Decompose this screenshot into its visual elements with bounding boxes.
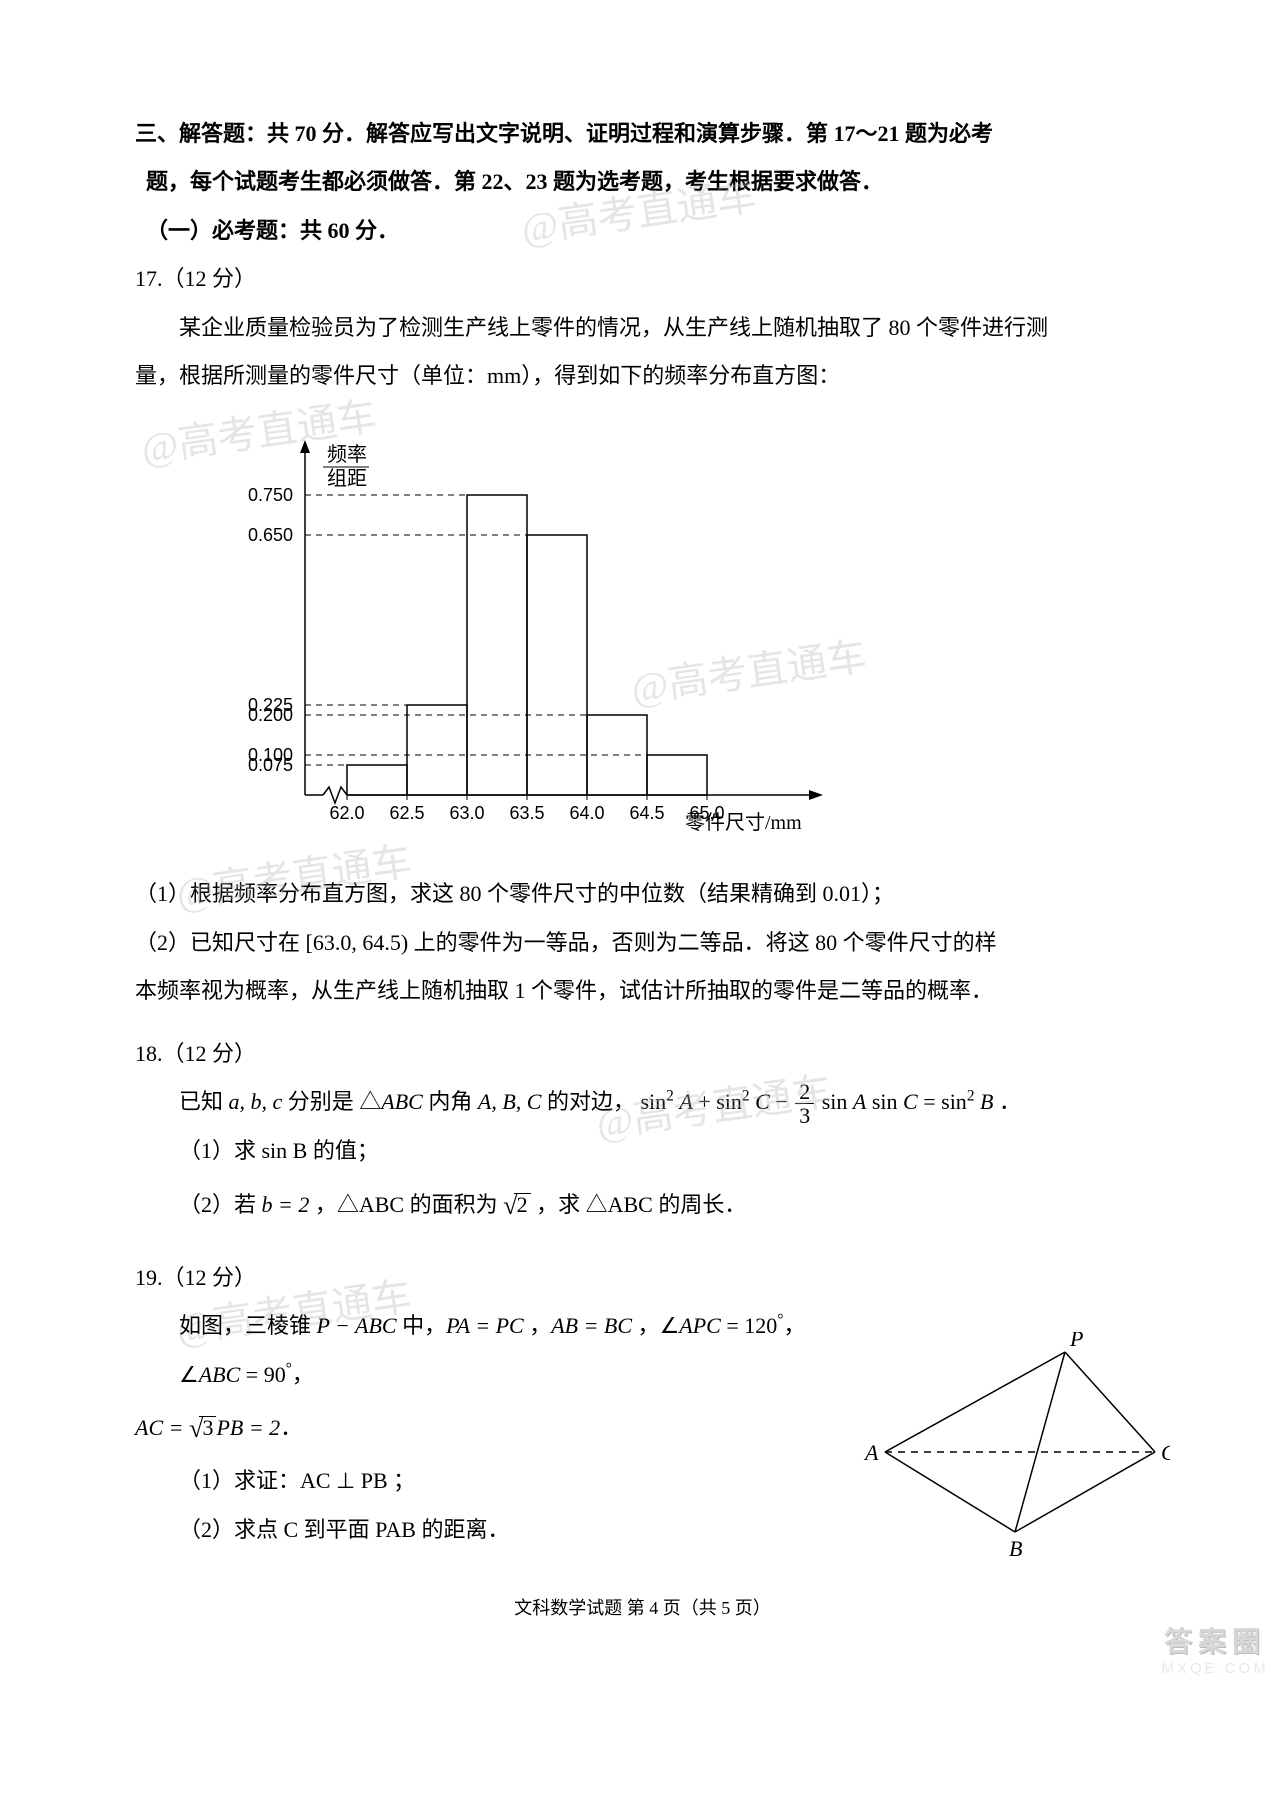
- exam-page: @高考直通车 @高考直通车 @高考直通车 @高考直通车 @高考直通车 @高考直通…: [0, 0, 1280, 1700]
- svg-text:62.0: 62.0: [329, 803, 364, 823]
- svg-text:0.650: 0.650: [248, 525, 293, 545]
- q19-ang2: ∠ABC = 90°: [179, 1362, 292, 1387]
- q19-eq1: PA = PC: [446, 1313, 524, 1338]
- q19-eq3-tail: PB = 2: [216, 1415, 280, 1440]
- q18-sub2: （2）若 b = 2 ，△ABC 的面积为 √2 ，求 △ABC 的周长．: [135, 1176, 1150, 1234]
- q18-sqrt2: √2: [503, 1192, 530, 1217]
- svg-text:P: P: [1069, 1332, 1083, 1351]
- q18-number: 18.（12 分）: [135, 1030, 1150, 1078]
- q18-abc: a, b, c: [229, 1089, 283, 1114]
- svg-text:C: C: [1161, 1440, 1170, 1465]
- svg-text:A: A: [863, 1440, 879, 1465]
- svg-text:0.100: 0.100: [248, 745, 293, 765]
- q18-b2: b = 2: [262, 1192, 310, 1217]
- svg-text:0.750: 0.750: [248, 485, 293, 505]
- q18-intro-mid2: 内角: [423, 1089, 478, 1114]
- q19-c4: ，: [292, 1362, 314, 1387]
- q19-mid1: 中，: [397, 1313, 447, 1338]
- q18-sub2-mid: ，△ABC 的面积为: [309, 1192, 503, 1217]
- q19-sqrt3: √3: [189, 1415, 216, 1440]
- q19-intro-pre: 如图，三棱锥: [179, 1313, 317, 1338]
- svg-text:62.5: 62.5: [389, 803, 424, 823]
- svg-text:64.0: 64.0: [569, 803, 604, 823]
- q19-c1: ，: [524, 1313, 552, 1338]
- svg-text:频率: 频率: [327, 443, 367, 466]
- q17-number: 17.（12 分）: [135, 255, 1150, 303]
- section-header-line1: 三、解答题：共 70 分．解答应写出文字说明、证明过程和演算步骤．第 17～21…: [135, 110, 1150, 158]
- page-footer: 文科数学试题 第 4 页（共 5 页）: [135, 1594, 1150, 1620]
- q18-sub1: （1）求 sin B 的值；: [135, 1127, 1150, 1175]
- svg-text:63.0: 63.0: [449, 803, 484, 823]
- corner-badge: 答案圈 MXQE.COM: [1150, 1620, 1280, 1700]
- svg-text:B: B: [1009, 1536, 1022, 1561]
- histogram-svg: 频率组距零件尺寸/mm0.0750.1000.2000.2250.6500.75…: [195, 425, 835, 845]
- q19-PABC: P − ABC: [317, 1313, 397, 1338]
- q19-number: 19.（12 分）: [135, 1254, 1150, 1302]
- histogram: 频率组距零件尺寸/mm0.0750.1000.2000.2250.6500.75…: [195, 425, 835, 850]
- q18-intro: 已知 a, b, c 分别是 △ABC 内角 A, B, C 的对边， sin2…: [135, 1078, 1150, 1128]
- q19-c2: ，: [632, 1313, 660, 1338]
- q17-text-2: 量，根据所测量的零件尺寸（单位：mm），得到如下的频率分布直方图：: [135, 352, 1150, 400]
- q17-text-1: 某企业质量检验员为了检测生产线上零件的情况，从生产线上随机抽取了 80 个零件进…: [135, 304, 1150, 352]
- q18-sub2-tail: ，求 △ABC 的周长．: [531, 1192, 747, 1217]
- q17-sub2b: 本频率视为概率，从生产线上随机抽取 1 个零件，试估计所抽取的零件是二等品的概率…: [135, 967, 1150, 1015]
- tetrahedron-figure: P A C B: [860, 1332, 1170, 1562]
- svg-text:0.225: 0.225: [248, 695, 293, 715]
- q18-sub2-pre: （2）若: [179, 1192, 262, 1217]
- q19-eq3-pre: AC =: [135, 1415, 189, 1440]
- q17-sub1: （1）根据频率分布直方图，求这 80 个零件尺寸的中位数（结果精确到 0.01）…: [135, 870, 1150, 918]
- q18-ABC: ABC: [381, 1089, 423, 1114]
- svg-text:63.5: 63.5: [509, 803, 544, 823]
- section-header-line2: 题，每个试题考生都必须做答．第 22、23 题为选考题，考生根据要求做答．: [135, 158, 1150, 206]
- svg-text:65.0: 65.0: [689, 803, 724, 823]
- q18-intro-pre: 已知: [179, 1089, 229, 1114]
- q19-ang1: ∠APC = 120°: [660, 1313, 784, 1338]
- badge-top: 答案圈: [1150, 1620, 1280, 1660]
- q19-period: ．: [280, 1415, 302, 1440]
- q18-eq: sin2 A + sin2 C − 23 sin A sin C = sin2 …: [640, 1089, 999, 1114]
- q18-intro-tail: 的对边，: [541, 1089, 635, 1114]
- q18-intro-mid: 分别是 △: [282, 1089, 381, 1114]
- q19-c3: ，: [783, 1313, 805, 1338]
- svg-text:组距: 组距: [327, 467, 367, 490]
- badge-bot: MXQE.COM: [1150, 1660, 1280, 1677]
- q17-sub2a: （2）已知尺寸在 [63.0, 64.5) 上的零件为一等品，否则为二等品．将这…: [135, 919, 1150, 967]
- q18-ABCc: A, B, C: [478, 1089, 542, 1114]
- section-header-line3: （一）必考题：共 60 分．: [135, 207, 1150, 255]
- svg-text:64.5: 64.5: [629, 803, 664, 823]
- q19-eq2: AB = BC: [551, 1313, 632, 1338]
